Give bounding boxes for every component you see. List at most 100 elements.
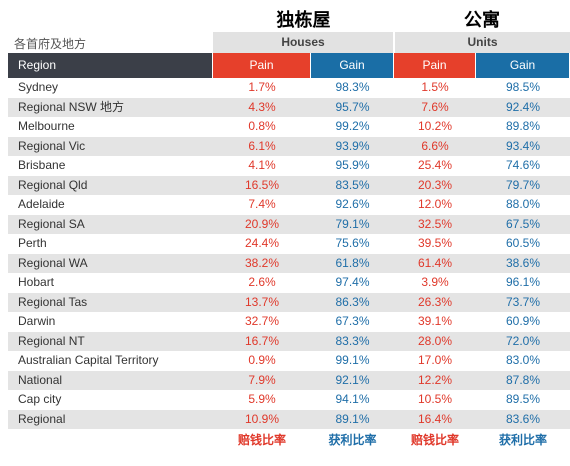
value-cell: 95.7%	[335, 99, 370, 114]
value-cell: 16.5%	[244, 177, 280, 192]
region-cell: Regional Vic	[18, 138, 86, 153]
value-cell: 0.9%	[248, 353, 276, 367]
units-title: 公寓	[464, 10, 500, 31]
row-bg	[8, 156, 570, 176]
value-cell: 10.5%	[417, 392, 453, 406]
value-cell: 3.9%	[421, 275, 449, 289]
value-cell: 10.9%	[244, 411, 280, 426]
value-cell: 86.3%	[335, 294, 370, 309]
value-cell: 1.7%	[248, 80, 276, 94]
region-title: 各首府及地方	[14, 37, 87, 51]
region-cell: Hobart	[18, 275, 55, 289]
row-bg	[8, 409, 570, 429]
region-cell: Regional SA	[18, 216, 85, 231]
row-bg	[8, 195, 570, 215]
row-bg	[8, 312, 570, 332]
header-cell: Region	[8, 53, 213, 78]
value-cell: 99.1%	[335, 353, 370, 367]
value-cell: 61.8%	[335, 255, 370, 270]
row-bg	[8, 351, 570, 371]
value-cell: 10.2%	[417, 119, 453, 133]
region-cell: Regional NT	[18, 333, 85, 348]
row-bg	[8, 136, 570, 156]
region-cell: Regional Qld	[18, 177, 88, 192]
value-cell: 79.1%	[335, 216, 370, 231]
value-cell: 25.4%	[417, 158, 453, 172]
houses-title: 独栋屋	[276, 10, 331, 31]
value-cell: 16.4%	[417, 411, 453, 426]
value-cell: 83.6%	[505, 411, 541, 426]
value-cell: 67.3%	[335, 314, 370, 328]
row-bg	[8, 78, 570, 98]
header-cell: Gain	[311, 53, 394, 78]
value-cell: 61.4%	[417, 255, 453, 270]
value-cell: 83.3%	[335, 333, 370, 348]
footer-label: 赔钱比率	[237, 433, 286, 447]
value-cell: 4.3%	[248, 99, 276, 114]
header-cell: Pain	[394, 53, 476, 78]
region-cell: Darwin	[18, 314, 56, 328]
region-cell: Melbourne	[18, 119, 75, 133]
value-cell: 72.0%	[505, 333, 541, 348]
value-cell: 13.7%	[244, 294, 280, 309]
group-units: Units	[395, 32, 570, 53]
value-cell: 32.7%	[244, 314, 280, 328]
value-cell: 12.2%	[417, 372, 453, 387]
row-bg	[8, 390, 570, 410]
row-bg	[8, 175, 570, 195]
value-cell: 17.0%	[417, 353, 453, 367]
footer-label: 获利比率	[498, 433, 547, 447]
value-cell: 87.8%	[505, 372, 541, 387]
value-cell: 89.8%	[505, 119, 541, 133]
value-cell: 97.4%	[335, 275, 370, 289]
region-cell: Adelaide	[18, 197, 65, 211]
row-bg	[8, 214, 570, 234]
row-bg	[8, 292, 570, 312]
value-cell: 94.1%	[335, 392, 370, 406]
value-cell: 39.1%	[417, 314, 453, 328]
value-cell: 89.5%	[505, 392, 541, 406]
value-cell: 83.5%	[335, 177, 370, 192]
value-cell: 75.6%	[335, 236, 370, 250]
value-cell: 83.0%	[505, 353, 541, 367]
value-cell: 28.0%	[417, 333, 453, 348]
footer-label: 获利比率	[328, 433, 377, 447]
value-cell: 26.3%	[417, 294, 453, 309]
header-cell: Pain	[213, 53, 311, 78]
region-cell: Regional	[18, 411, 66, 426]
value-cell: 38.6%	[505, 255, 541, 270]
value-cell: 60.9%	[505, 314, 541, 328]
region-cell: National	[18, 372, 63, 387]
value-cell: 16.7%	[244, 333, 280, 348]
value-cell: 98.5%	[505, 80, 541, 94]
row-bg	[8, 273, 570, 293]
value-cell: 60.5%	[505, 236, 541, 250]
value-cell: 7.4%	[248, 197, 276, 211]
value-cell: 93.9%	[335, 138, 370, 153]
value-cell: 74.6%	[505, 158, 541, 172]
value-cell: 95.9%	[335, 158, 370, 172]
value-cell: 32.5%	[417, 216, 453, 231]
value-cell: 88.0%	[505, 197, 541, 211]
value-cell: 93.4%	[505, 138, 541, 153]
value-cell: 5.9%	[248, 392, 276, 406]
row-bg	[8, 97, 570, 117]
row-bg	[8, 234, 570, 254]
value-cell: 0.8%	[248, 119, 276, 133]
value-cell: 98.3%	[335, 80, 370, 94]
value-cell: 20.3%	[417, 177, 453, 192]
row-bg	[8, 117, 570, 137]
value-cell: 89.1%	[335, 411, 370, 426]
value-cell: 24.4%	[244, 236, 280, 250]
value-cell: 79.7%	[505, 177, 541, 192]
value-cell: 4.1%	[248, 158, 276, 172]
row-bg	[8, 331, 570, 351]
region-cell: Australian Capital Territory	[18, 353, 159, 367]
region-cell: Sydney	[18, 80, 59, 94]
value-cell: 92.4%	[505, 99, 541, 114]
value-cell: 99.2%	[335, 119, 370, 133]
row-bg	[8, 253, 570, 273]
value-cell: 7.9%	[248, 372, 276, 387]
value-cell: 92.6%	[335, 197, 370, 211]
